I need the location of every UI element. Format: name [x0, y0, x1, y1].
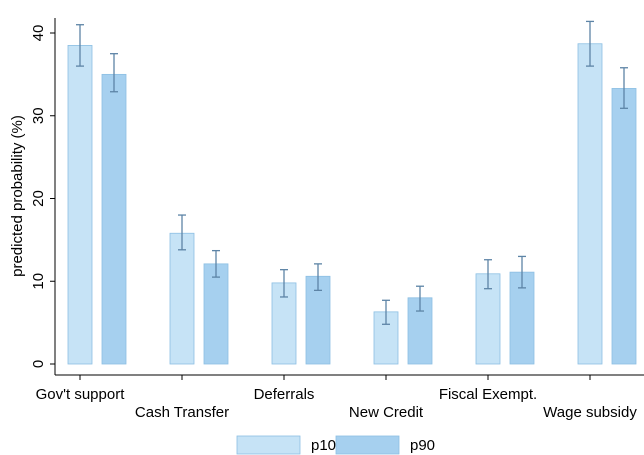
bar [101, 73, 127, 365]
y-tick-label: 40 [30, 25, 47, 42]
error-bar [212, 249, 220, 278]
error-bar [586, 20, 594, 67]
error-bar [76, 24, 84, 67]
y-axis-label: predicted probability (%) [9, 115, 26, 277]
x-tick-label: Fiscal Exempt. [439, 386, 537, 403]
y-tick-label: 30 [30, 107, 47, 124]
x-tick-label: Wage subsidy [543, 404, 637, 421]
legend-swatch [335, 435, 400, 455]
bar [169, 232, 195, 365]
error-bar [518, 255, 526, 289]
bar [203, 263, 229, 365]
legend-label: p90 [410, 437, 435, 454]
bar [67, 45, 93, 365]
y-tick-label: 0 [30, 360, 47, 368]
error-bar [280, 269, 288, 298]
legend-label: p10 [311, 437, 336, 454]
error-bar [110, 53, 118, 93]
y-tick-label: 20 [30, 190, 47, 207]
bar [577, 43, 603, 365]
error-bar [382, 299, 390, 325]
x-tick-label: Gov't support [36, 386, 126, 403]
legend-swatch [236, 435, 301, 455]
bar [611, 88, 637, 365]
error-bar [416, 285, 424, 312]
y-tick-label: 10 [30, 273, 47, 290]
error-bar [314, 263, 322, 292]
x-tick-label: New Credit [349, 404, 424, 421]
x-tick-label: Deferrals [254, 386, 315, 403]
x-tick-label: Cash Transfer [135, 404, 229, 421]
error-bar [484, 259, 492, 290]
error-bar [620, 67, 628, 109]
error-bar [178, 214, 186, 251]
